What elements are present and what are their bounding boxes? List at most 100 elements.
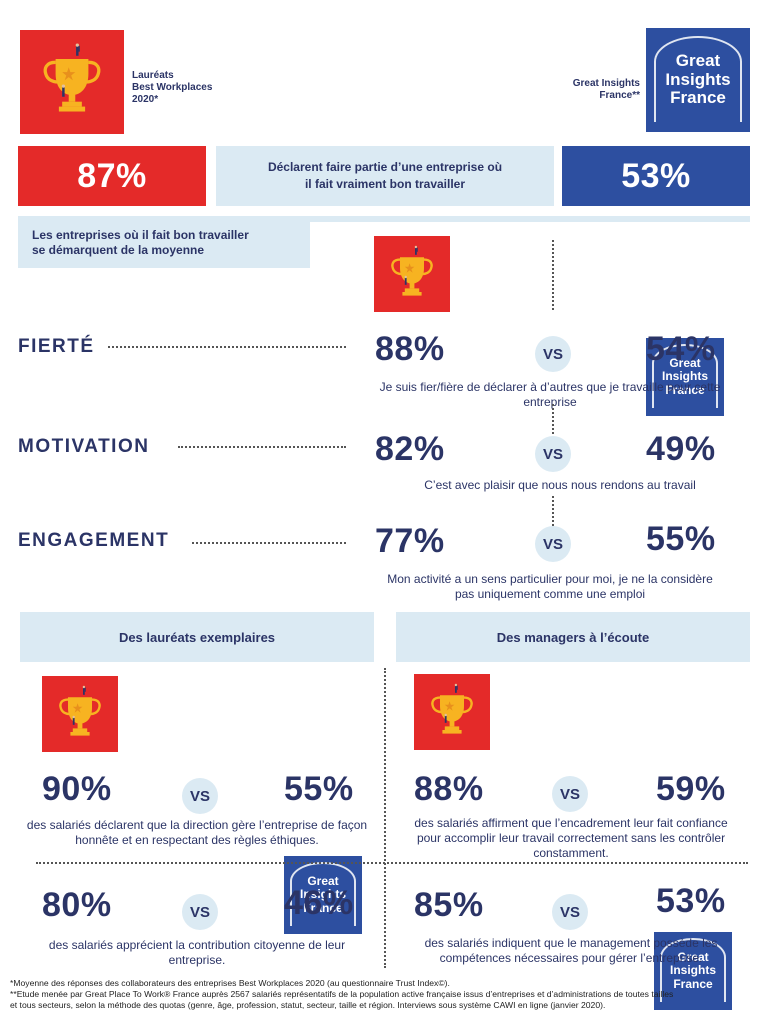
vs-badge: VS <box>535 526 571 562</box>
top-stat-right-value: 53% <box>621 156 691 195</box>
logo-text: France <box>670 88 726 108</box>
laureats-label: Lauréats Best Workplaces 2020* <box>132 70 212 106</box>
category-dotted-line <box>108 346 346 348</box>
desc-line: entreprise. <box>168 953 226 967</box>
trophy-icon <box>50 684 110 744</box>
laureats-logo <box>20 30 124 134</box>
category-right-value: 49% <box>646 430 716 468</box>
desc-line: pas uniquement comme une emploi <box>454 587 646 601</box>
desc-line: Je suis fier/fière de déclarer à d’autre… <box>379 380 721 394</box>
category-description: C’est avec plaisir que nous nous rendons… <box>370 478 750 493</box>
stat-a: 80% <box>42 886 112 924</box>
logo-text: Great <box>677 950 709 965</box>
desc-line: compétences nécessaires pour gérer l’ent… <box>439 951 703 965</box>
section-title-text: Des managers à l’écoute <box>496 629 650 645</box>
desc-line: des salariés apprécient la contribution … <box>48 938 346 952</box>
vs-label: VS <box>189 787 210 805</box>
logo-arc <box>652 344 718 409</box>
top-stat-left-box: 87% <box>18 146 206 206</box>
desc-line: C’est avec plaisir que nous nous rendons… <box>424 478 696 492</box>
vertical-divider <box>552 404 554 434</box>
vs-badge: VS <box>182 778 218 814</box>
desc-line: pour accomplir leur travail correctement… <box>416 831 726 845</box>
vs-badge: VS <box>552 894 588 930</box>
divider-band <box>18 216 750 222</box>
vertical-divider <box>384 668 386 968</box>
vertical-divider <box>552 496 554 526</box>
vs-label: VS <box>542 445 563 463</box>
vs-label: VS <box>559 903 580 921</box>
laureats-logo-small <box>414 674 490 750</box>
category-right-value: 55% <box>646 520 716 558</box>
logo-text: Great <box>307 874 339 889</box>
vs-badge: VS <box>535 336 571 372</box>
stat-b: 59% <box>656 770 726 808</box>
logo-text: Insights <box>669 963 716 978</box>
great-insights-logo-small: Great Insights France <box>284 856 362 934</box>
desc-line: des salariés déclarent que la direction … <box>26 818 368 832</box>
laureats-label-line: Lauréats <box>132 70 174 81</box>
great-insights-logo: Great Insights France <box>646 28 750 132</box>
vs-badge: VS <box>535 436 571 472</box>
footnote-line: **Etude menée par Great Place To Work® F… <box>10 989 674 999</box>
logo-text: Insights <box>665 69 731 89</box>
stat-b: 55% <box>284 770 354 808</box>
trophy-icon <box>391 245 433 296</box>
subtitle-box: Les entreprises où il fait bon travaille… <box>18 222 310 268</box>
category-left-value: 88% <box>375 330 445 368</box>
stat-a: 85% <box>414 886 484 924</box>
top-stat-left-value: 87% <box>77 156 147 195</box>
vs-badge: VS <box>182 894 218 930</box>
statement-line: Déclarent faire partie d’une entreprise … <box>267 160 503 174</box>
category-dotted-line <box>178 446 346 448</box>
statement-line: il fait vraiment bon travailler <box>304 177 466 191</box>
top-stat-right-box: 53% <box>562 146 750 206</box>
category-left-value: 77% <box>375 522 445 560</box>
logo-arc <box>654 36 742 122</box>
stat-a: 88% <box>414 770 484 808</box>
vs-label: VS <box>542 535 563 553</box>
desc-line: des salariés affirment que l’encadrement… <box>414 816 728 830</box>
trophy-icon <box>59 685 101 736</box>
great-insights-logo-small: Great Insights France <box>654 932 732 1010</box>
logo-text: Insights <box>299 887 346 902</box>
horizontal-divider <box>36 862 748 864</box>
category-dotted-line <box>192 542 346 544</box>
desc-line: constamment. <box>533 846 609 860</box>
category-name: FIERTÉ <box>18 336 95 357</box>
section-title-text: Des lauréats exemplaires <box>118 629 276 645</box>
footnote-line: *Moyenne des réponses des collaborateurs… <box>10 978 450 988</box>
stat-a: 90% <box>42 770 112 808</box>
vs-badge: VS <box>552 776 588 812</box>
desc-line: honnête et en respectant des règles éthi… <box>75 833 319 847</box>
category-description: Mon activité a un sens particulier pour … <box>350 572 750 602</box>
vs-label: VS <box>542 345 563 363</box>
stat-description: des salariés affirment que l’encadrement… <box>392 816 750 861</box>
stat-b: 46% <box>284 884 354 922</box>
subtitle-line: se démarquent de la moyenne <box>32 243 205 257</box>
category-right-value: 54% <box>646 330 716 368</box>
top-stat-statement-box: Déclarent faire partie d’une entreprise … <box>216 146 554 206</box>
logo-text: Great <box>669 356 701 371</box>
trophy-icon <box>422 682 482 742</box>
trophy-icon <box>431 683 473 734</box>
desc-line: Mon activité a un sens particulier pour … <box>387 572 713 586</box>
logo-text: Insights <box>661 369 708 384</box>
laureats-label-line: 2020* <box>132 94 159 105</box>
vs-label: VS <box>559 785 580 803</box>
laureats-logo-small <box>42 676 118 752</box>
trophy-icon <box>382 244 442 304</box>
trophy-icon <box>31 41 113 123</box>
laureats-logo-small <box>374 236 450 312</box>
logo-arc <box>660 938 726 1003</box>
stat-description: des salariés déclarent que la direction … <box>20 818 374 848</box>
great-insights-logo-small: Great Insights France <box>646 338 724 416</box>
vertical-divider <box>552 240 554 310</box>
category-name: MOTIVATION <box>18 436 150 457</box>
laureats-label-line: Best Workplaces <box>132 82 213 93</box>
gi-label: Great Insights France** <box>540 78 640 102</box>
subtitle-line: Les entreprises où il fait bon travaille… <box>32 228 249 242</box>
stat-b: 53% <box>656 882 726 920</box>
desc-line: entreprise <box>523 395 577 409</box>
stat-description: des salariés apprécient la contribution … <box>20 938 374 968</box>
